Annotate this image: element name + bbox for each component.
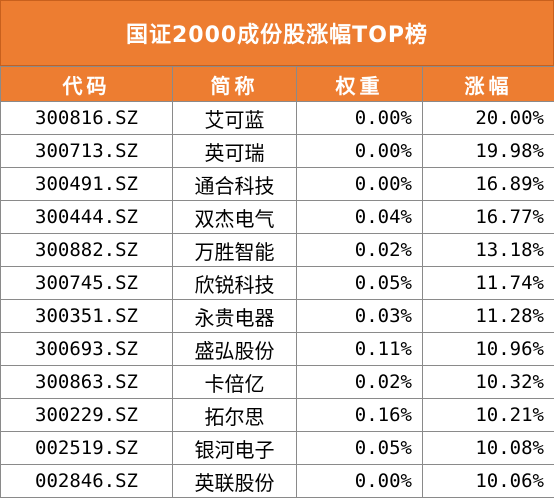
change-cell: 10.96% bbox=[423, 333, 554, 366]
change-cell: 10.21% bbox=[423, 399, 554, 432]
change-cell: 11.28% bbox=[423, 300, 554, 333]
weight-cell: 0.05% bbox=[297, 432, 423, 465]
weight-cell: 0.11% bbox=[297, 333, 423, 366]
stock-name-cell: 英联股份 bbox=[173, 465, 297, 498]
change-cell: 16.77% bbox=[423, 201, 554, 234]
stock-name-cell: 银河电子 bbox=[173, 432, 297, 465]
stock-name-cell: 卡倍亿 bbox=[173, 366, 297, 399]
stock-code-cell: 002846.SZ bbox=[1, 465, 173, 498]
column-header-weight: 权重 bbox=[297, 67, 423, 102]
stock-name-cell: 万胜智能 bbox=[173, 234, 297, 267]
weight-cell: 0.02% bbox=[297, 366, 423, 399]
stock-code-cell: 300882.SZ bbox=[1, 234, 173, 267]
change-cell: 20.00% bbox=[423, 102, 554, 135]
stock-name-cell: 永贵电器 bbox=[173, 300, 297, 333]
stock-name-cell: 欣锐科技 bbox=[173, 267, 297, 300]
header-row: 代码 简称 权重 涨幅 bbox=[1, 67, 554, 102]
weight-cell: 0.16% bbox=[297, 399, 423, 432]
stock-code-cell: 300491.SZ bbox=[1, 168, 173, 201]
change-cell: 19.98% bbox=[423, 135, 554, 168]
stock-code-cell: 002519.SZ bbox=[1, 432, 173, 465]
stock-name-cell: 艾可蓝 bbox=[173, 102, 297, 135]
stock-code-cell: 300229.SZ bbox=[1, 399, 173, 432]
change-cell: 13.18% bbox=[423, 234, 554, 267]
weight-cell: 0.00% bbox=[297, 102, 423, 135]
change-cell: 16.89% bbox=[423, 168, 554, 201]
stock-name-cell: 盛弘股份 bbox=[173, 333, 297, 366]
stock-code-cell: 300351.SZ bbox=[1, 300, 173, 333]
column-header-change: 涨幅 bbox=[423, 67, 554, 102]
stock-code-cell: 300693.SZ bbox=[1, 333, 173, 366]
stock-code-cell: 300713.SZ bbox=[1, 135, 173, 168]
stock-code-cell: 300444.SZ bbox=[1, 201, 173, 234]
change-cell: 10.06% bbox=[423, 465, 554, 498]
sheet-title: 国证2000成份股涨幅TOP榜 bbox=[0, 0, 554, 66]
weight-cell: 0.02% bbox=[297, 234, 423, 267]
weight-cell: 0.03% bbox=[297, 300, 423, 333]
stock-name-cell: 双杰电气 bbox=[173, 201, 297, 234]
stock-code-cell: 300745.SZ bbox=[1, 267, 173, 300]
change-cell: 10.08% bbox=[423, 432, 554, 465]
stock-name-cell: 英可瑞 bbox=[173, 135, 297, 168]
column-header-name: 简称 bbox=[173, 67, 297, 102]
stock-code-cell: 300863.SZ bbox=[1, 366, 173, 399]
weight-cell: 0.00% bbox=[297, 168, 423, 201]
weight-cell: 0.05% bbox=[297, 267, 423, 300]
stock-name-cell: 通合科技 bbox=[173, 168, 297, 201]
weight-cell: 0.04% bbox=[297, 201, 423, 234]
weight-cell: 0.00% bbox=[297, 465, 423, 498]
stock-code-cell: 300816.SZ bbox=[1, 102, 173, 135]
weight-cell: 0.00% bbox=[297, 135, 423, 168]
stock-name-cell: 拓尔思 bbox=[173, 399, 297, 432]
change-cell: 10.32% bbox=[423, 366, 554, 399]
change-cell: 11.74% bbox=[423, 267, 554, 300]
column-header-code: 代码 bbox=[1, 67, 173, 102]
